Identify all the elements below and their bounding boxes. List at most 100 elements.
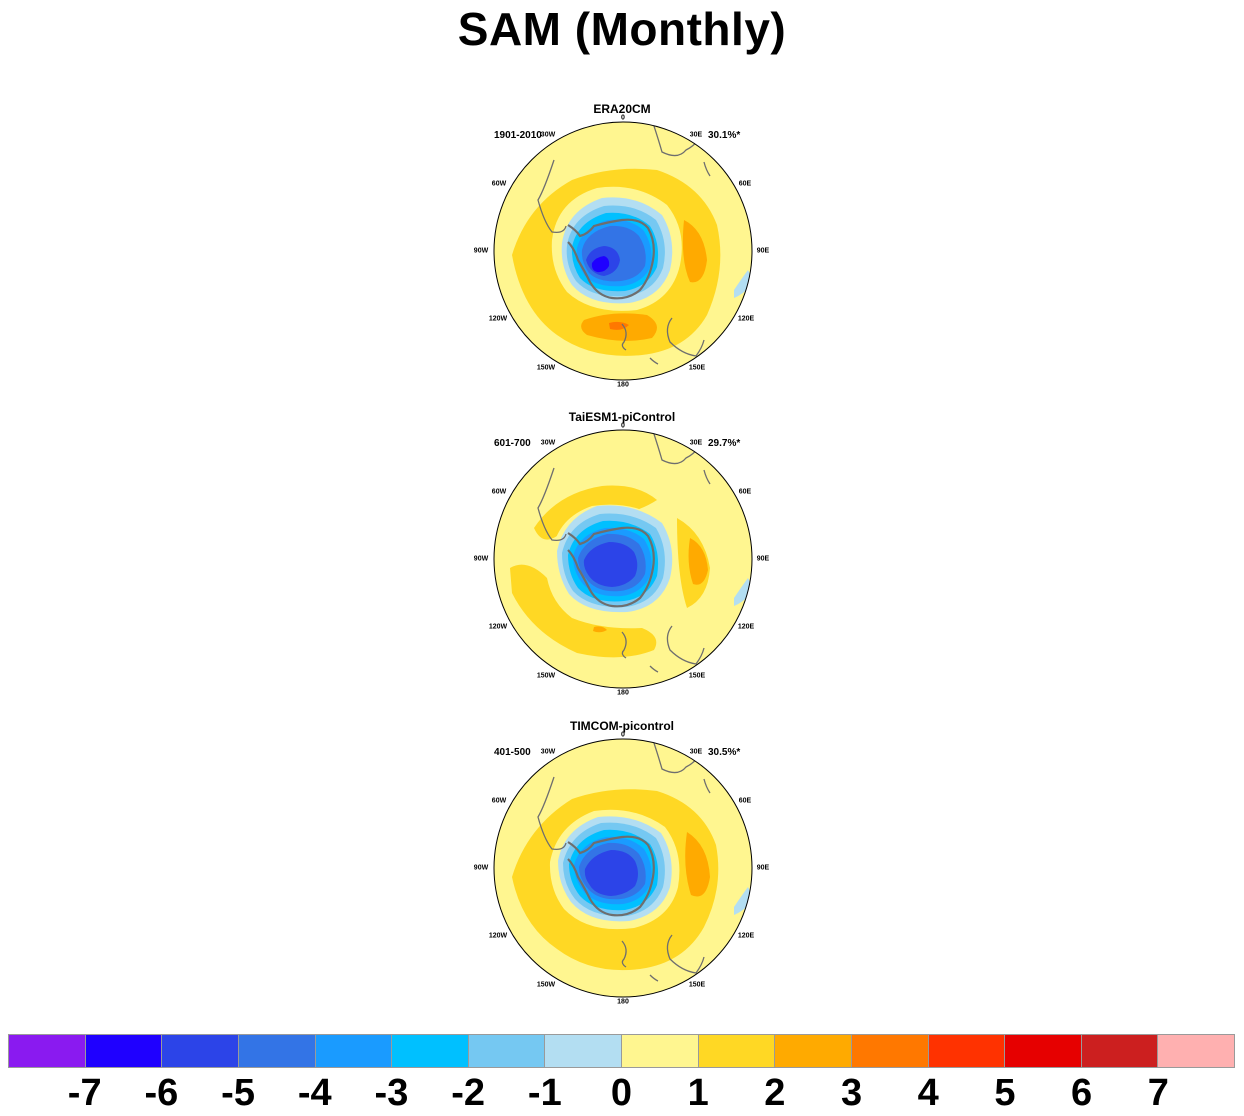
longitude-label: 150E <box>688 364 706 372</box>
panel-title: TIMCOM-picontrol <box>570 719 674 733</box>
colorbar-box <box>8 1034 86 1068</box>
colorbar-label: 1 <box>687 1072 709 1114</box>
longitude-label: 60W <box>491 180 507 188</box>
colorbar-box <box>698 1034 776 1068</box>
longitude-label: 90W <box>473 555 489 563</box>
colorbar-label: 3 <box>840 1072 863 1114</box>
longitude-label: 30W <box>540 748 556 756</box>
colorbar-box <box>392 1034 469 1068</box>
coastline <box>537 776 567 851</box>
longitude-label: 150W <box>536 981 556 989</box>
longitude-label: 150E <box>688 672 706 680</box>
colorbar-label: 6 <box>1071 1072 1093 1114</box>
coastline <box>703 161 711 177</box>
colorbar-box <box>162 1034 239 1068</box>
longitude-label: 120E <box>737 932 755 940</box>
colorbar <box>8 1034 1235 1068</box>
polar-map <box>493 738 753 998</box>
polar-map <box>493 429 753 689</box>
longitude-label: 0 <box>621 422 625 430</box>
colorbar-label: -2 <box>451 1072 486 1114</box>
longitude-label: 60W <box>491 488 507 496</box>
colorbar-box <box>928 1034 1006 1068</box>
longitude-label: 90E <box>756 247 770 255</box>
coastline <box>621 940 627 968</box>
map-border <box>493 121 753 381</box>
panel-title: TaiESM1-piControl <box>568 410 676 424</box>
panel-variance: 30.5%* <box>708 747 741 758</box>
longitude-label: 180 <box>617 381 629 389</box>
longitude-label: 0 <box>621 731 625 739</box>
map-border <box>493 429 753 689</box>
longitude-label: 60E <box>738 797 752 805</box>
colorbar-label: -6 <box>144 1072 179 1114</box>
longitude-label: 90E <box>756 864 770 872</box>
colorbar-box <box>315 1034 393 1068</box>
colorbar-box <box>851 1034 929 1068</box>
colorbar-box <box>622 1034 699 1068</box>
longitude-label: 60W <box>491 797 507 805</box>
longitude-label: 30W <box>540 439 556 447</box>
colorbar-box <box>1005 1034 1082 1068</box>
map-panel-taiesm1-picontrol: TaiESM1-piControl 601-700 29.7%* 0 30E 60E… <box>472 410 772 718</box>
contour-region <box>688 538 708 585</box>
figure-title: SAM (Monthly) <box>457 3 787 55</box>
contour-region <box>591 256 610 273</box>
colorbar-label: 2 <box>764 1072 786 1114</box>
coastline <box>651 430 699 465</box>
coastline <box>651 739 699 774</box>
colorbar-box <box>238 1034 316 1068</box>
coastline <box>666 934 705 974</box>
map-border <box>493 738 753 998</box>
coastline <box>649 974 659 982</box>
longitude-label: 120W <box>488 315 508 323</box>
coastline <box>666 317 705 357</box>
longitude-label: 150W <box>536 364 556 372</box>
longitude-label: 60E <box>738 180 752 188</box>
colorbar-box <box>85 1034 163 1068</box>
colorbar-box <box>1081 1034 1159 1068</box>
colorbar-label: -1 <box>527 1072 562 1114</box>
longitude-label: 30E <box>689 748 703 756</box>
colorbar-box <box>775 1034 852 1068</box>
colorbar-label: 7 <box>1147 1072 1169 1114</box>
longitude-label: 30E <box>689 131 703 139</box>
longitude-label: 0 <box>621 114 625 122</box>
longitude-label: 180 <box>617 689 629 697</box>
contour-region <box>593 626 607 633</box>
colorbar-label: 0 <box>610 1072 633 1114</box>
coastline <box>703 469 711 485</box>
coastline <box>621 631 627 659</box>
longitude-label: 150W <box>536 672 556 680</box>
contour-region <box>685 832 710 897</box>
panel-title: ERA20CM <box>593 102 651 116</box>
panel-variance: 29.7%* <box>708 438 741 449</box>
longitude-label: 90W <box>473 247 489 255</box>
longitude-label: 120W <box>488 932 508 940</box>
longitude-label: 120E <box>737 623 755 631</box>
panel-period: 401-500 <box>494 747 531 758</box>
coastline <box>649 665 659 673</box>
contour-region <box>584 850 638 896</box>
colorbar-box <box>545 1034 622 1068</box>
colorbar-label: 5 <box>994 1072 1016 1114</box>
contour-region <box>583 542 638 587</box>
longitude-label: 90W <box>473 864 489 872</box>
coastline <box>666 625 705 665</box>
longitude-label: 30W <box>540 131 556 139</box>
panel-period: 601-700 <box>494 438 531 449</box>
colorbar-box <box>1158 1034 1235 1068</box>
coastline <box>703 778 711 794</box>
colorbar-label: -4 <box>297 1072 332 1114</box>
longitude-label: 30E <box>689 439 703 447</box>
panel-period: 1901-2010 <box>494 130 542 141</box>
map-panel-era20cm: ERA20CM 1901-2010 30.1%* 0 30E 60E 90E 120E 1… <box>472 102 772 410</box>
longitude-label: 90E <box>756 555 770 563</box>
coastline <box>567 218 655 300</box>
colorbar-label: -3 <box>374 1072 409 1114</box>
colorbar-label: -5 <box>221 1072 255 1114</box>
coastline <box>651 122 699 157</box>
coastline <box>537 467 567 542</box>
colorbar-box <box>468 1034 546 1068</box>
colorbar-label: 4 <box>917 1072 939 1114</box>
